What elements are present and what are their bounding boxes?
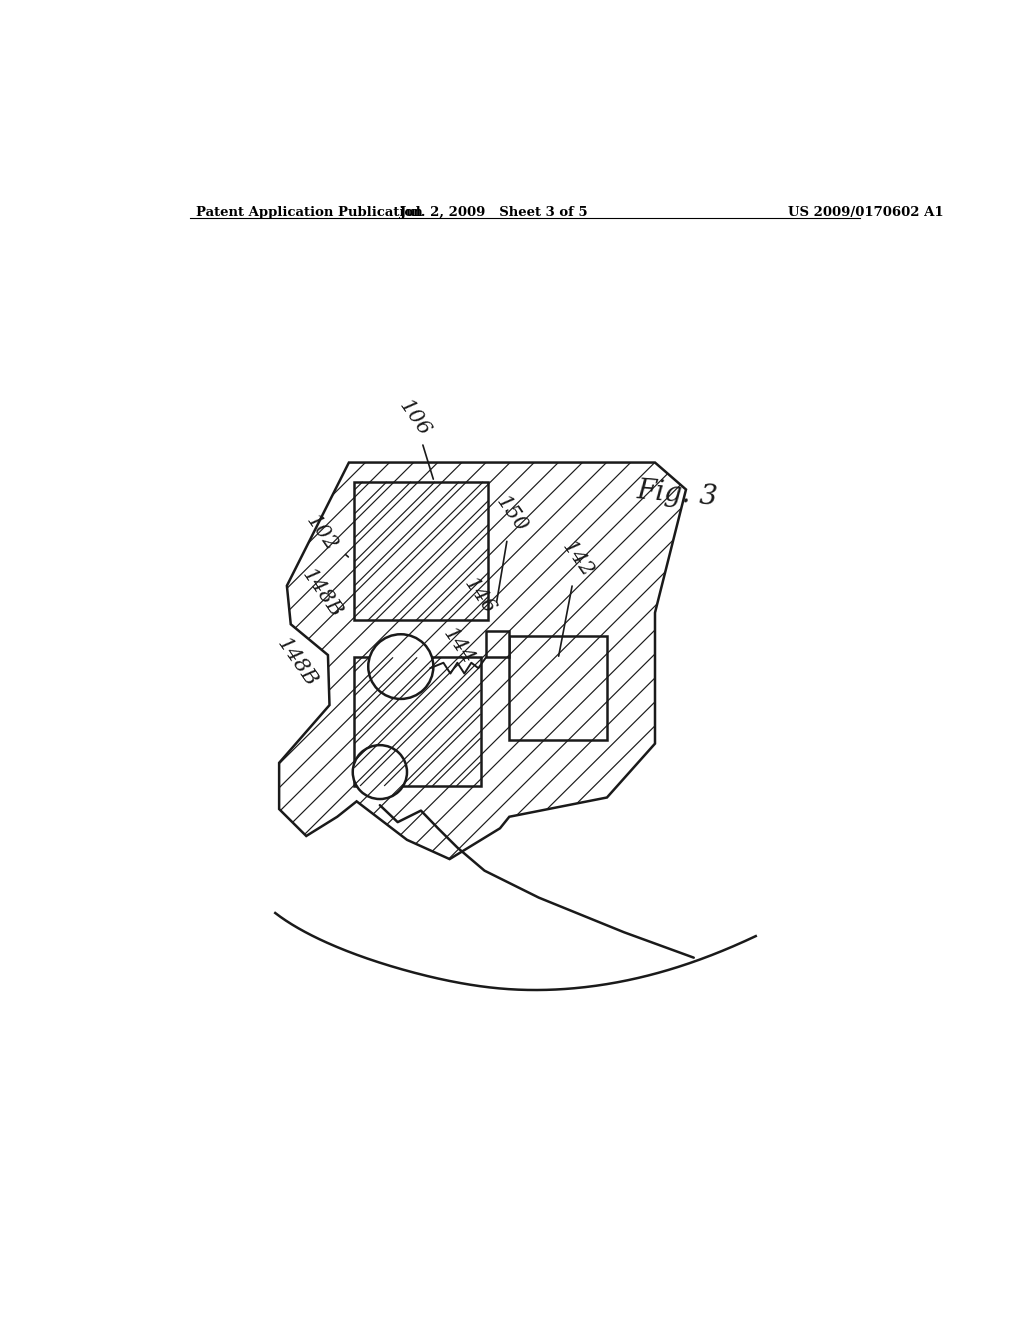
Text: 106: 106: [395, 396, 434, 479]
Text: 148B: 148B: [273, 635, 321, 690]
Circle shape: [369, 635, 433, 700]
Text: 148B: 148B: [298, 565, 345, 622]
Polygon shape: [509, 636, 607, 739]
Text: 150: 150: [493, 492, 530, 602]
Text: US 2009/0170602 A1: US 2009/0170602 A1: [788, 206, 944, 219]
Text: Patent Application Publication: Patent Application Publication: [197, 206, 423, 219]
Polygon shape: [280, 462, 686, 859]
Text: 146: 146: [460, 574, 499, 618]
Circle shape: [352, 744, 407, 799]
Text: Jul. 2, 2009   Sheet 3 of 5: Jul. 2, 2009 Sheet 3 of 5: [400, 206, 588, 219]
Text: 144: 144: [439, 624, 478, 668]
Polygon shape: [486, 631, 509, 657]
Text: 142: 142: [558, 537, 597, 656]
Polygon shape: [354, 482, 488, 620]
Polygon shape: [354, 657, 480, 785]
Text: Fig. 3: Fig. 3: [636, 477, 719, 511]
Text: 102: 102: [302, 512, 348, 557]
